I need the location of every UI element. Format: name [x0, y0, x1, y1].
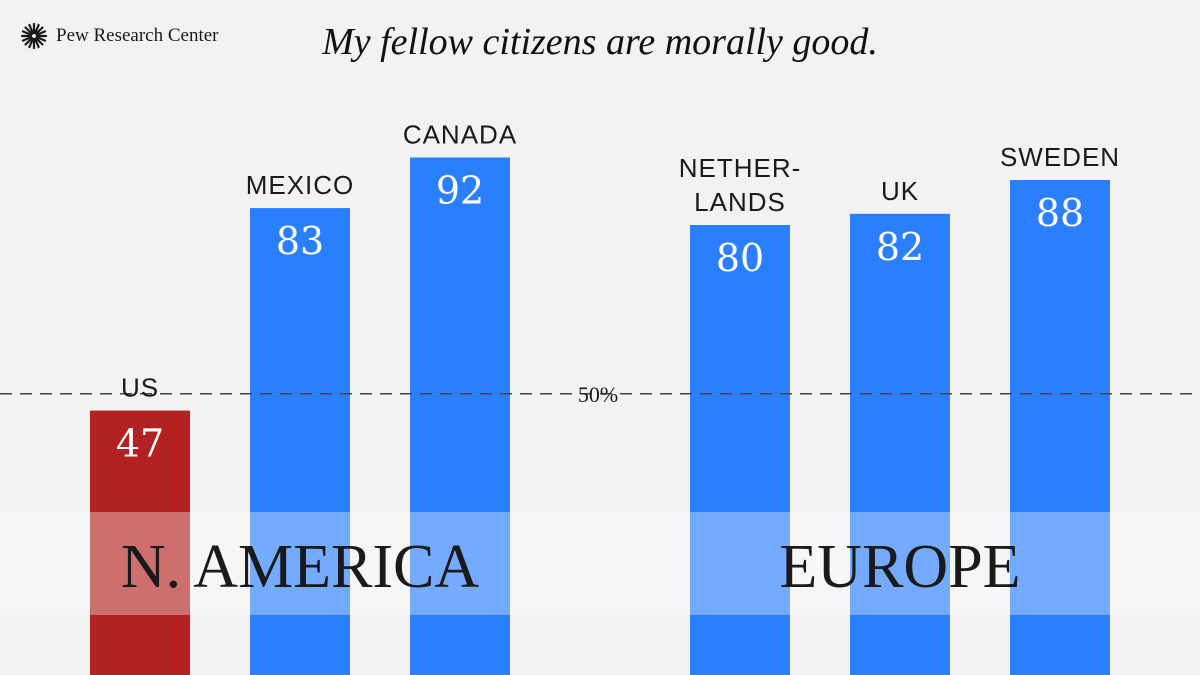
bar-canada — [410, 157, 510, 675]
bar-value-label: 47 — [116, 422, 164, 466]
category-label: NETHER- — [679, 153, 802, 183]
pew-starburst-icon — [20, 22, 48, 50]
bar-value-label: 80 — [716, 236, 764, 280]
category-label: MEXICO — [246, 170, 355, 200]
bar-sweden — [1010, 180, 1110, 675]
chart-title: My fellow citizens are morally good. — [322, 21, 878, 63]
category-label: US — [121, 373, 159, 403]
bar-value-label: 83 — [276, 219, 324, 263]
category-label: UK — [881, 176, 919, 206]
brand-logo: Pew Research Center — [20, 22, 219, 50]
bar-uk — [850, 213, 950, 675]
bar-netherlands — [690, 225, 790, 675]
reference-line-label: 50% — [578, 382, 618, 407]
region-label-europe: EUROPE — [779, 533, 1020, 601]
region-band — [0, 512, 1200, 615]
bar-us — [90, 410, 190, 675]
bar-value-label: 82 — [876, 225, 924, 269]
bar-value-label: 88 — [1036, 191, 1084, 235]
category-label: SWEDEN — [1000, 142, 1120, 172]
region-label-n-america: N. AMERICA — [121, 533, 479, 601]
brand-name: Pew Research Center — [56, 25, 219, 46]
category-label: CANADA — [403, 120, 517, 150]
bar-value-label: 92 — [436, 169, 484, 213]
category-label: LANDS — [694, 187, 786, 217]
bar-mexico — [250, 208, 350, 675]
